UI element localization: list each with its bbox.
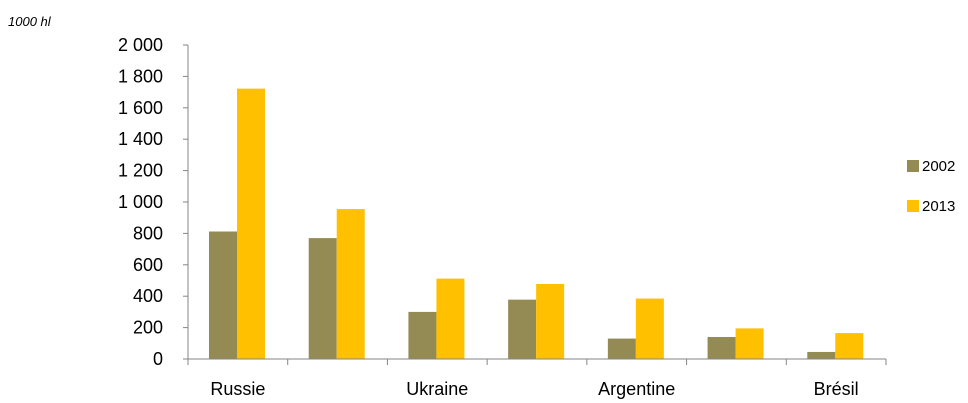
x-tick-label: Brésil	[814, 379, 859, 399]
y-tick-label: 800	[133, 223, 163, 243]
y-tick-label: 1 200	[118, 161, 163, 181]
bar-2013-2	[436, 278, 465, 359]
bar-2013-6	[835, 333, 864, 359]
legend-item-2002: 2002	[907, 156, 955, 176]
legend-label-2013: 2013	[922, 197, 956, 215]
y-tick-label: 2 000	[118, 35, 163, 55]
bar-2002-1	[308, 238, 337, 359]
legend-swatch-2002	[907, 160, 919, 172]
bar-2002-0	[209, 231, 237, 359]
legend-label-2002: 2002	[922, 157, 956, 175]
y-tick-label: 200	[133, 318, 163, 338]
bar-2013-3	[536, 283, 565, 359]
legend-item-2013: 2013	[907, 196, 955, 216]
bar-2002-6	[807, 351, 836, 359]
y-unit-label: 1000 hl	[8, 14, 51, 29]
bar-2002-4	[607, 338, 636, 359]
y-tick-label: 0	[153, 349, 163, 369]
bar-2002-5	[707, 337, 736, 359]
y-tick-label: 400	[133, 286, 163, 306]
legend: 2002 2013	[907, 156, 955, 236]
x-tick-label: Ukraine	[406, 379, 468, 399]
legend-swatch-2013	[907, 200, 919, 212]
x-tick-label: Russie	[210, 379, 265, 399]
bar-2013-0	[237, 88, 265, 360]
y-tick-label: 1 000	[118, 192, 163, 212]
bar-2013-4	[635, 298, 664, 359]
bar-2002-2	[408, 311, 437, 359]
y-tick-label: 1 800	[118, 66, 163, 86]
bar-2002-3	[508, 299, 537, 359]
bar-2013-5	[735, 328, 764, 359]
bar-2013-1	[336, 209, 365, 359]
y-tick-label: 600	[133, 255, 163, 275]
y-tick-label: 1 600	[118, 98, 163, 118]
y-tick-label: 1 400	[118, 129, 163, 149]
x-tick-label: Argentine	[598, 379, 675, 399]
